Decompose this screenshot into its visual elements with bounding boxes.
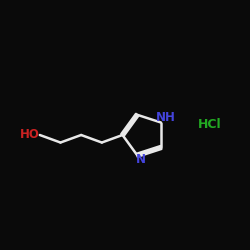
Text: NH: NH	[156, 110, 176, 124]
Text: HCl: HCl	[198, 118, 222, 132]
Text: HO: HO	[20, 128, 40, 141]
Text: N: N	[136, 153, 146, 166]
